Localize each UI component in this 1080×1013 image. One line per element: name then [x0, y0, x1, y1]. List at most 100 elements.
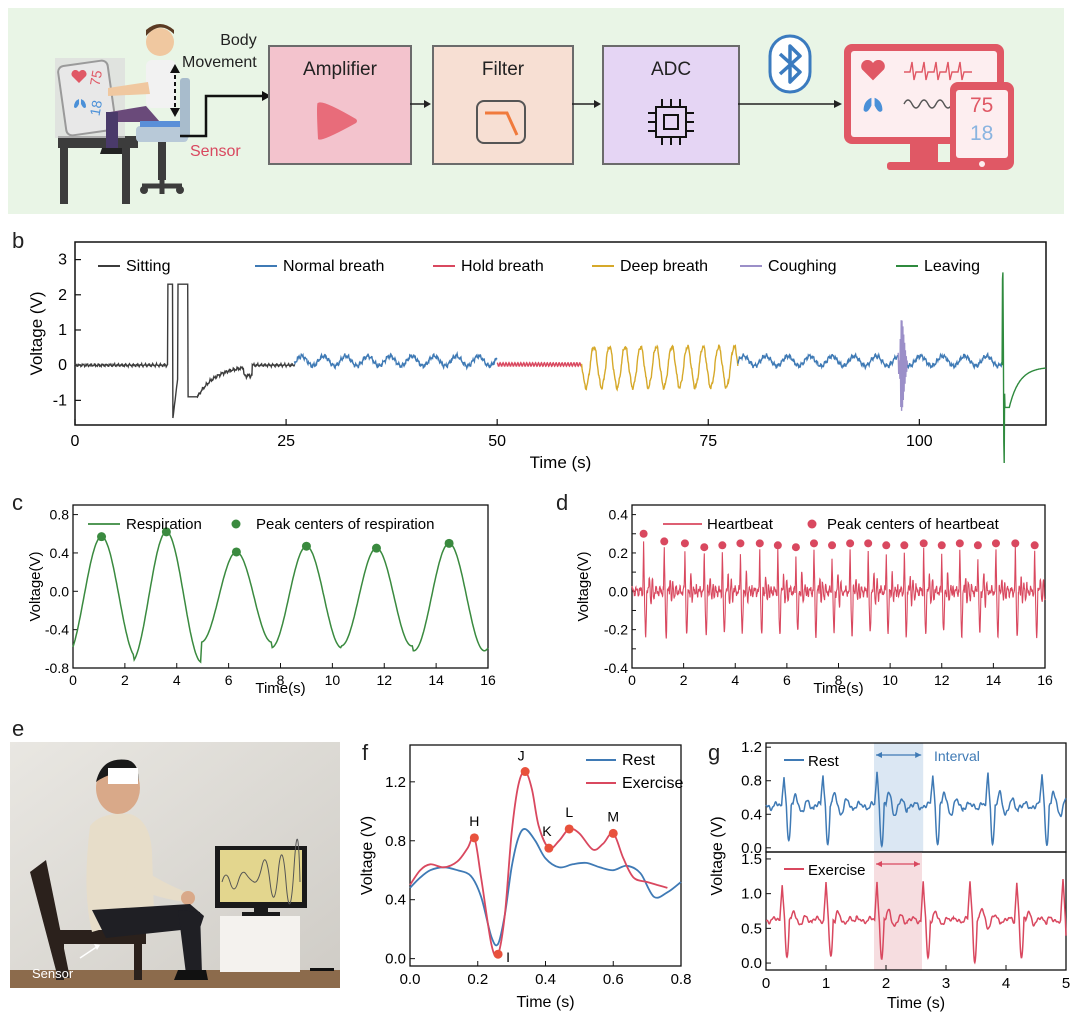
y-tick-label: 1: [58, 322, 67, 339]
y-tick-label: 1.5: [741, 851, 762, 868]
series-line-4: [737, 352, 899, 371]
annotation-label: M: [607, 808, 619, 824]
x-tick-label: 6: [225, 672, 233, 688]
series-line-5: [897, 320, 909, 411]
legend-label: Peak centers of respiration: [256, 516, 434, 533]
arrow-amplifier-filter: [410, 100, 431, 108]
y-tick-label: 0: [58, 357, 67, 374]
monitor-heart-icon: [861, 60, 885, 81]
x-tick-label: 4: [173, 672, 181, 688]
y-tick-label: 0.4: [741, 806, 762, 823]
x-tick-label: 0.8: [671, 971, 692, 988]
annotation-point: [544, 843, 554, 853]
chart-f: 0.0 0.2 0.4 0.6 0.8 0.0 0.4 0.8 1.2 Time (s) Volta…: [359, 744, 692, 1011]
legend-label: Heartbeat: [707, 516, 774, 533]
series-line-2: [496, 361, 583, 368]
annotation-point: [520, 767, 530, 777]
heartbeat-peak-point: [937, 541, 946, 550]
panel-e-letter: e: [12, 716, 25, 741]
x-tick-label: 10: [882, 672, 898, 688]
y-tick-label: 0.8: [50, 507, 70, 523]
chip-icon: [648, 99, 694, 145]
y-tick-label: 0.0: [385, 951, 406, 968]
x-tick-label: 3: [942, 975, 950, 992]
person-at-desk-illustration: [55, 24, 190, 204]
heartbeat-peak-point: [864, 539, 873, 548]
heartbeat-peak-point: [1030, 541, 1039, 550]
annotation-point: [564, 824, 574, 834]
legend-label: Exercise: [622, 775, 683, 792]
heartbeat-peak-point: [700, 543, 709, 552]
series-line-0: [74, 283, 296, 419]
annotation-label: H: [469, 813, 479, 829]
interval-label: Interval: [934, 748, 980, 764]
y-axis-label: Voltage (V): [27, 291, 46, 375]
panel-g-letter: g: [708, 740, 721, 765]
bluetooth-icon: [768, 34, 812, 94]
x-tick-label: 100: [906, 433, 933, 450]
heartbeat-peak-point: [973, 541, 982, 550]
tablet-lung-value: 18: [86, 98, 106, 118]
y-tick-label: -0.2: [604, 622, 628, 638]
x-tick-label: 5: [1062, 975, 1070, 992]
tablet-lungs-icon: [74, 98, 86, 108]
x-tick-label: 0: [762, 975, 770, 992]
body-movement-line-1: Body: [220, 32, 257, 49]
x-tick-label: 4: [731, 672, 739, 688]
y-axis-label: Voltage(V): [575, 551, 592, 621]
x-tick-label: 0: [628, 672, 636, 688]
y-tick-label: 0.5: [741, 920, 762, 937]
legend-label: Normal breath: [283, 258, 384, 275]
chart-b: 0 25 50 75 100 -1 0 1 2 3 Time (s) Voltage (V) Sitti…: [27, 241, 1047, 472]
legend-label: Hold breath: [461, 258, 544, 275]
x-tick-label: 75: [699, 433, 717, 450]
y-tick-label: 0.2: [609, 545, 629, 561]
x-tick-label: 14: [986, 672, 1002, 688]
y-tick-label: 0.0: [741, 840, 762, 857]
x-axis-label: Time (s): [530, 453, 592, 472]
heartbeat-peak-point: [660, 537, 669, 546]
heartbeat-line: [631, 541, 1046, 639]
amplifier-label: Amplifier: [303, 59, 377, 80]
heartbeat-peak-point: [882, 541, 891, 550]
y-tick-label: 0.0: [609, 583, 629, 599]
annotation-point: [493, 949, 503, 959]
x-tick-label: 0: [69, 672, 77, 688]
series-line-1: [293, 350, 498, 371]
annotation-point: [608, 828, 618, 838]
annotation-label: K: [542, 823, 552, 839]
heartbeat-peak-point: [955, 539, 964, 548]
panel-c-letter: c: [12, 490, 23, 515]
monitor-lungs-icon: [863, 96, 883, 112]
amplifier-block: Amplifier: [268, 45, 412, 165]
filter-block: Filter: [432, 45, 574, 165]
respiration-peak-point: [301, 541, 311, 551]
legend-label: Deep breath: [620, 258, 708, 275]
y-tick-label: 0.0: [50, 583, 70, 599]
chart-c: 0 2 4 6 8 10 12 14 16 -0.8 -0.4 0.0 0.4 0.8 Time(s) Vol…: [27, 504, 496, 697]
x-tick-label: 2: [882, 975, 890, 992]
heartbeat-peak-point: [680, 539, 689, 548]
panel-f-letter: f: [362, 740, 369, 765]
y-tick-label: -0.4: [604, 660, 628, 676]
x-tick-label: 2: [121, 672, 129, 688]
x-tick-label: 25: [277, 433, 295, 450]
heartbeat-peak-point: [828, 541, 837, 550]
x-tick-label: 4: [1002, 975, 1010, 992]
heartbeat-peak-point: [736, 539, 745, 548]
x-tick-label: 1: [822, 975, 830, 992]
y-tick-label: 0.4: [385, 892, 406, 909]
legend-swatch: [807, 519, 817, 529]
y-tick-label: 3: [58, 252, 67, 269]
y-tick-label: 0.0: [741, 955, 762, 972]
x-tick-label: 12: [376, 672, 392, 688]
x-tick-label: 14: [428, 672, 444, 688]
legend-label: Exercise: [808, 862, 866, 879]
x-tick-label: 2: [680, 672, 688, 688]
x-tick-label: 16: [1037, 672, 1053, 688]
heartbeat-peak-point: [846, 539, 855, 548]
series-line-7: [1001, 272, 1047, 464]
plot-frame: [74, 241, 1047, 426]
panel-b-letter: b: [12, 228, 25, 253]
x-tick-label: 0.0: [400, 971, 421, 988]
